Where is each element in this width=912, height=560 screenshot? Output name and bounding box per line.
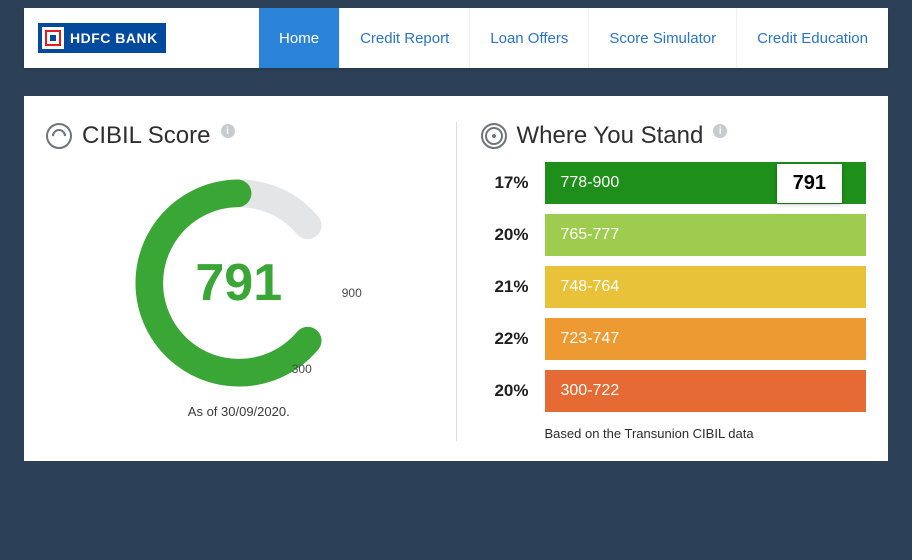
band-range: 748-764 (561, 278, 620, 296)
nav-items: Home Credit Report Loan Offers Score Sim… (259, 8, 888, 68)
brand-logo[interactable]: HDFC BANK (24, 8, 180, 68)
where-you-stand-section: Where You Stand i 17% 778-900 791 20% 765-77… (456, 122, 867, 441)
band-row: 17% 778-900 791 (481, 162, 867, 204)
nav-credit-education[interactable]: Credit Education (736, 8, 888, 68)
cibil-score-value: 791 (124, 168, 354, 398)
band-bar: 778-900 791 (545, 162, 867, 204)
band-bar: 723-747 (545, 318, 867, 360)
band-percent: 20% (481, 381, 529, 401)
score-bands: 17% 778-900 791 20% 765-777 21% 748-764 22% 723-… (481, 162, 867, 412)
band-percent: 17% (481, 173, 529, 193)
nav-home[interactable]: Home (259, 8, 339, 68)
band-bar: 765-777 (545, 214, 867, 256)
nav-label: Credit Report (360, 30, 449, 47)
band-bar: 300-722 (545, 370, 867, 412)
gauge-icon (46, 123, 72, 149)
cibil-title: CIBIL Score (82, 122, 211, 150)
info-icon[interactable]: i (713, 124, 727, 138)
target-icon (481, 123, 507, 149)
band-marker-tick (850, 162, 858, 204)
cibil-asof: As of 30/09/2020. (188, 404, 290, 419)
your-score-marker: 791 (777, 164, 842, 203)
dashboard-card: CIBIL Score i 791 300 900 As of 30/09/20… (24, 96, 888, 461)
nav-score-simulator[interactable]: Score Simulator (588, 8, 736, 68)
nav-label: Score Simulator (609, 30, 716, 47)
stand-footnote: Based on the Transunion CIBIL data (545, 426, 867, 441)
gauge-min-label: 300 (292, 362, 312, 376)
cibil-score-section: CIBIL Score i 791 300 900 As of 30/09/20… (46, 122, 456, 441)
top-navbar: HDFC BANK Home Credit Report Loan Offers… (24, 8, 888, 68)
band-marker-chevron-icon (750, 162, 780, 204)
nav-loan-offers[interactable]: Loan Offers (469, 8, 588, 68)
gauge-max-label: 900 (342, 286, 362, 300)
band-range: 778-900 (561, 174, 620, 192)
band-range: 723-747 (561, 330, 620, 348)
info-icon[interactable]: i (221, 124, 235, 138)
band-row: 21% 748-764 (481, 266, 867, 308)
band-row: 20% 300-722 (481, 370, 867, 412)
band-row: 22% 723-747 (481, 318, 867, 360)
band-percent: 20% (481, 225, 529, 245)
nav-label: Credit Education (757, 30, 868, 47)
stand-title: Where You Stand (517, 122, 704, 150)
nav-credit-report[interactable]: Credit Report (339, 8, 469, 68)
cibil-gauge: 791 300 900 (124, 168, 354, 398)
nav-label: Loan Offers (490, 30, 568, 47)
band-range: 765-777 (561, 226, 620, 244)
nav-label: Home (279, 30, 319, 47)
hdfc-mark-icon (42, 27, 64, 49)
band-bar: 748-764 (545, 266, 867, 308)
band-row: 20% 765-777 (481, 214, 867, 256)
brand-name: HDFC BANK (70, 30, 158, 46)
band-percent: 22% (481, 329, 529, 349)
band-percent: 21% (481, 277, 529, 297)
band-range: 300-722 (561, 382, 620, 400)
